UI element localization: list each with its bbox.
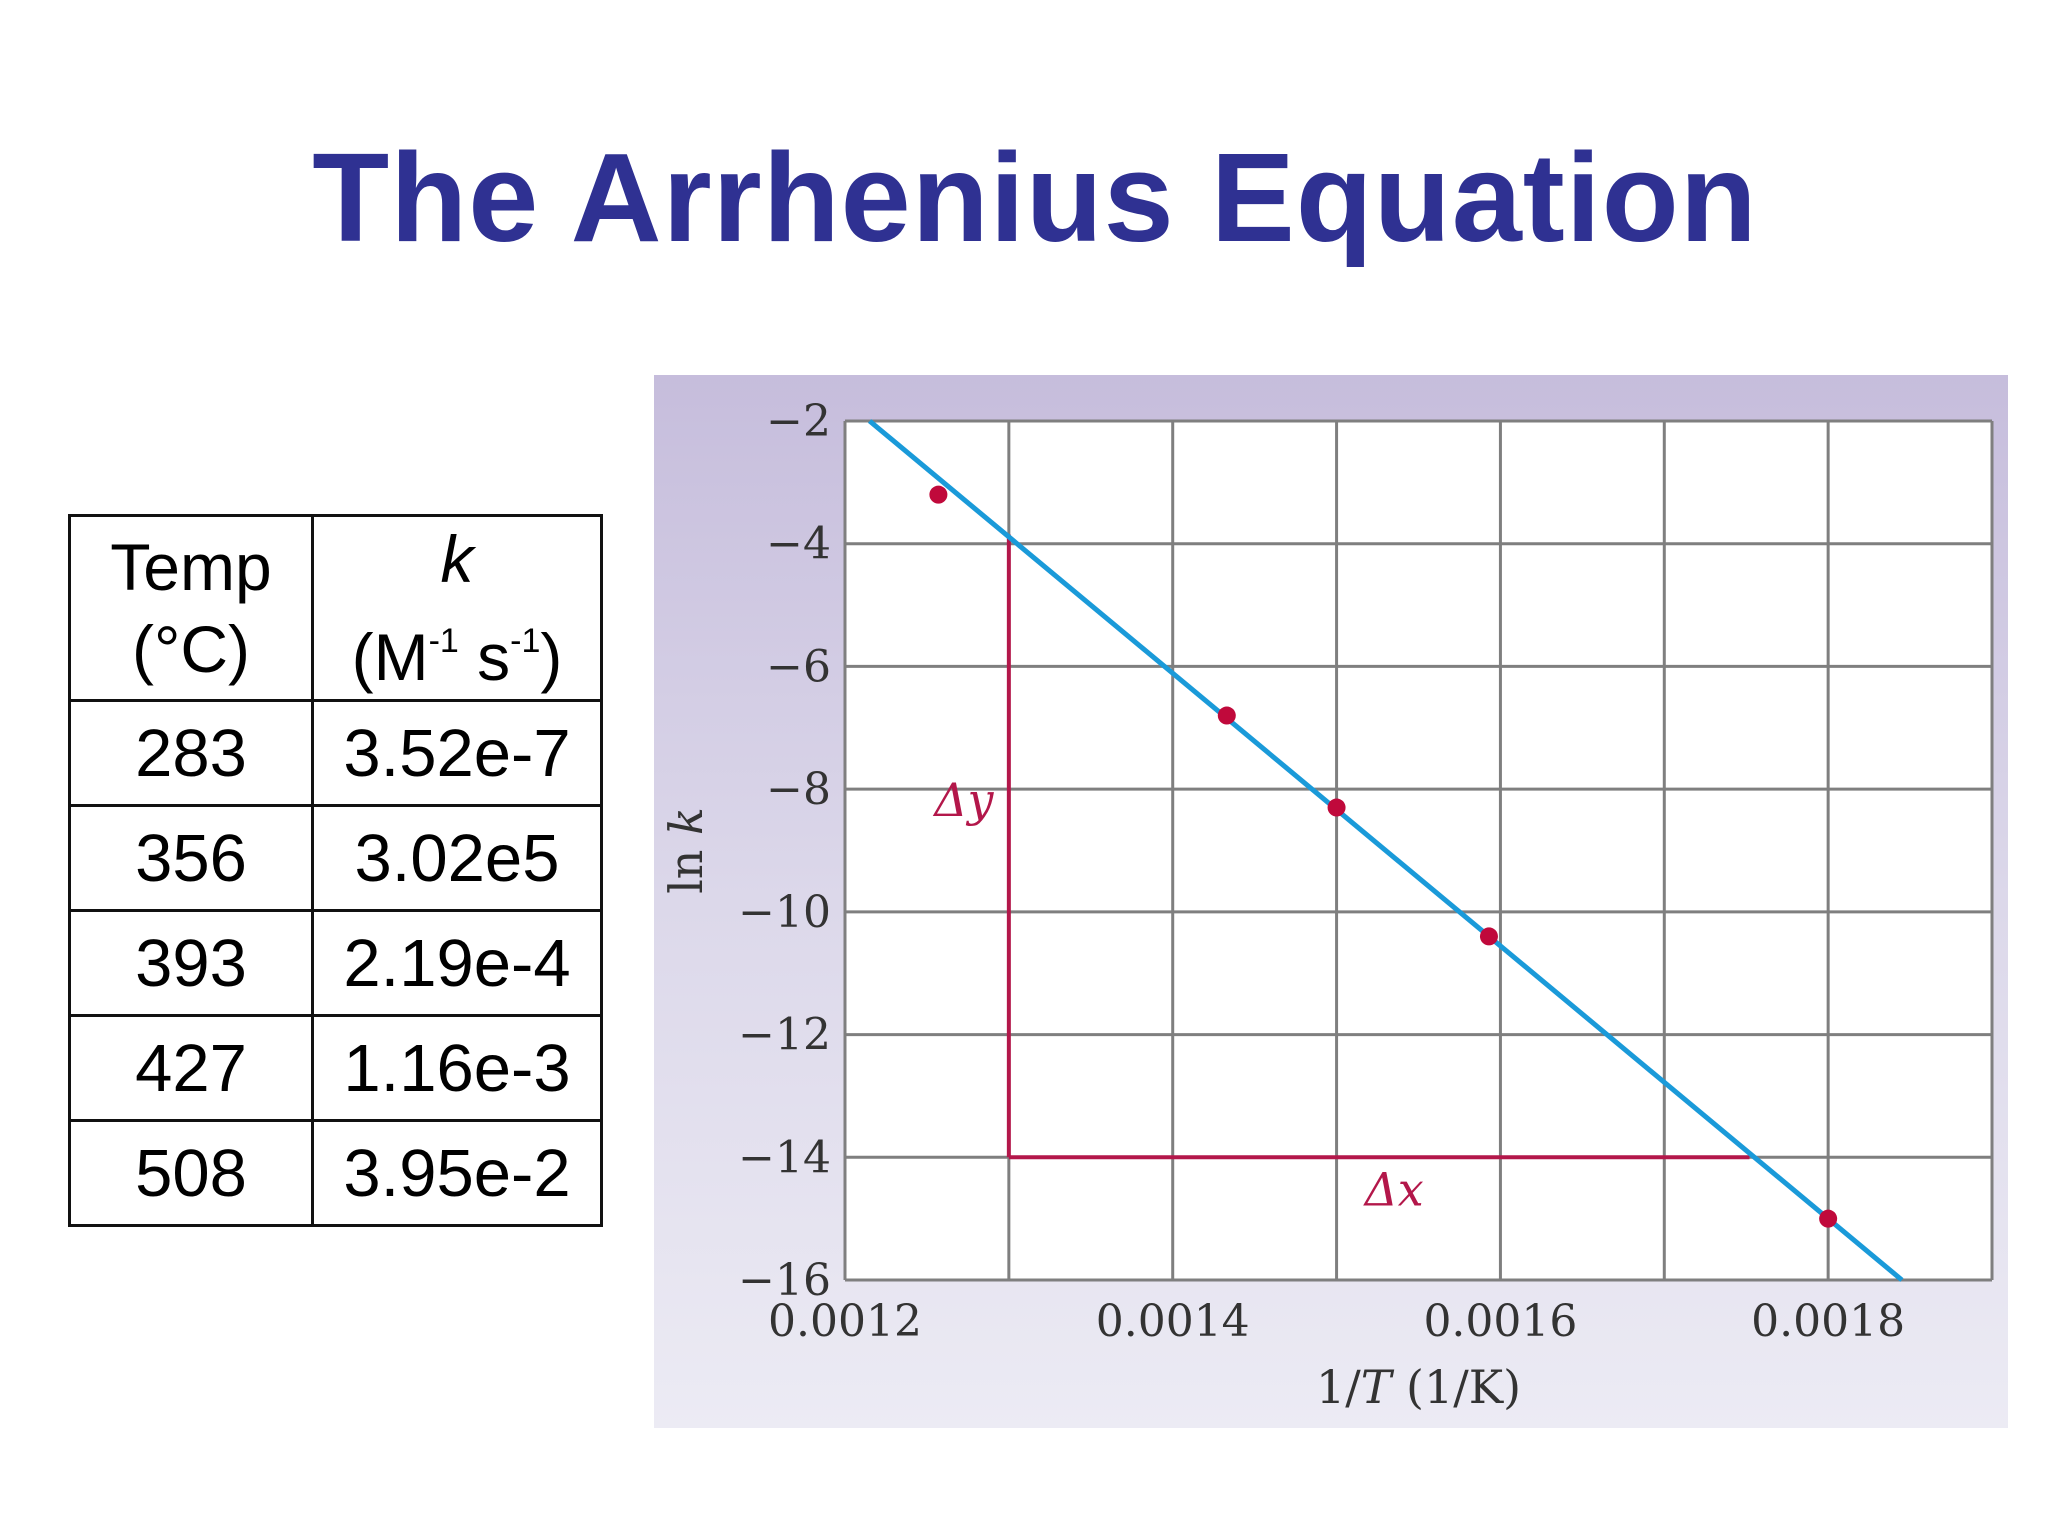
chart-panel: 0.0012 0.0014 0.0016 0.0018 −2 −4 −6 −8 −10 −12 −1… — [654, 375, 2008, 1428]
y-tick-label: −14 — [738, 1132, 831, 1183]
cell-temp: 356 — [68, 804, 314, 912]
fit-line — [867, 419, 1904, 1282]
y-tick-label: −10 — [738, 887, 831, 938]
x-tick-label: 0.0018 — [1751, 1296, 1905, 1347]
header-k-unit-sup1: -1 — [428, 622, 459, 660]
data-points — [929, 485, 1838, 1228]
header-k-unit-post: ) — [540, 620, 563, 694]
y-axis-label-pre: ln — [659, 835, 713, 894]
slope-triangle — [1006, 534, 1750, 1160]
x-axis-label-italic: T — [1361, 1360, 1395, 1414]
table-row: 393 2.19e-4 — [68, 909, 603, 1017]
data-point — [1819, 1209, 1838, 1228]
page-title: The Arrhenius Equation — [312, 127, 1758, 268]
header-k-unit-mid: s — [458, 620, 511, 694]
y-axis-label-italic: k — [659, 807, 713, 835]
table-header-row: Temp (°C) k (M-1 s-1) — [68, 514, 603, 702]
data-point — [1217, 706, 1236, 725]
y-tick-label: −4 — [766, 519, 831, 570]
x-axis-label-pre: 1/ — [1316, 1360, 1361, 1414]
table-row: 356 3.02e5 — [68, 804, 603, 912]
header-k-unit-pre: (M — [351, 620, 429, 694]
table-row: 283 3.52e-7 — [68, 699, 603, 807]
cell-k: 3.02e5 — [311, 804, 603, 912]
x-tick-label: 0.0016 — [1423, 1296, 1577, 1347]
plot-area — [845, 421, 1992, 1280]
header-temp: Temp (°C) — [68, 514, 314, 702]
header-k-line1: k — [440, 522, 474, 596]
header-k-unit-sup2: -1 — [510, 622, 541, 660]
tick-labels: 0.0012 0.0014 0.0016 0.0018 −2 −4 −6 −8 −10 −12 −1… — [738, 396, 1905, 1347]
x-tick-label: 0.0014 — [1096, 1296, 1250, 1347]
x-tick-label: 0.0012 — [768, 1296, 922, 1347]
table-row: 427 1.16e-3 — [68, 1014, 603, 1122]
delta-y-annotation: Δy — [932, 773, 994, 827]
cell-temp: 508 — [68, 1119, 314, 1227]
y-tick-label: −6 — [766, 641, 831, 692]
x-axis-label-post: (1/K) — [1391, 1360, 1521, 1414]
cell-temp: 427 — [68, 1014, 314, 1122]
grid — [843, 419, 1994, 1282]
cell-k: 3.95e-2 — [311, 1119, 603, 1227]
y-tick-label: −12 — [738, 1010, 831, 1061]
y-tick-label: −16 — [738, 1255, 831, 1306]
x-axis-label: 1/T (1/K) — [1316, 1360, 1521, 1414]
y-tick-label: −8 — [766, 764, 831, 815]
cell-k: 1.16e-3 — [311, 1014, 603, 1122]
delta-x-annotation: Δx — [1363, 1162, 1424, 1216]
data-point — [1327, 798, 1346, 817]
header-k: k (M-1 s-1) — [311, 514, 603, 702]
data-table: Temp (°C) k (M-1 s-1) 283 3.52e-7 356 3.… — [68, 514, 603, 1227]
data-point — [1479, 927, 1498, 946]
cell-k: 2.19e-4 — [311, 909, 603, 1017]
y-tick-label: −2 — [766, 396, 831, 447]
header-temp-line2: (°C) — [131, 612, 250, 686]
data-point — [929, 485, 948, 504]
arrhenius-plot: 0.0012 0.0014 0.0016 0.0018 −2 −4 −6 −8 −10 −12 −1… — [659, 396, 1994, 1414]
header-temp-line1: Temp — [110, 530, 272, 604]
fit-line-group — [867, 419, 1904, 1282]
cell-k: 3.52e-7 — [311, 699, 603, 807]
cell-temp: 283 — [68, 699, 314, 807]
cell-temp: 393 — [68, 909, 314, 1017]
y-axis-label: ln k — [659, 807, 713, 894]
table-row: 508 3.95e-2 — [68, 1119, 603, 1227]
